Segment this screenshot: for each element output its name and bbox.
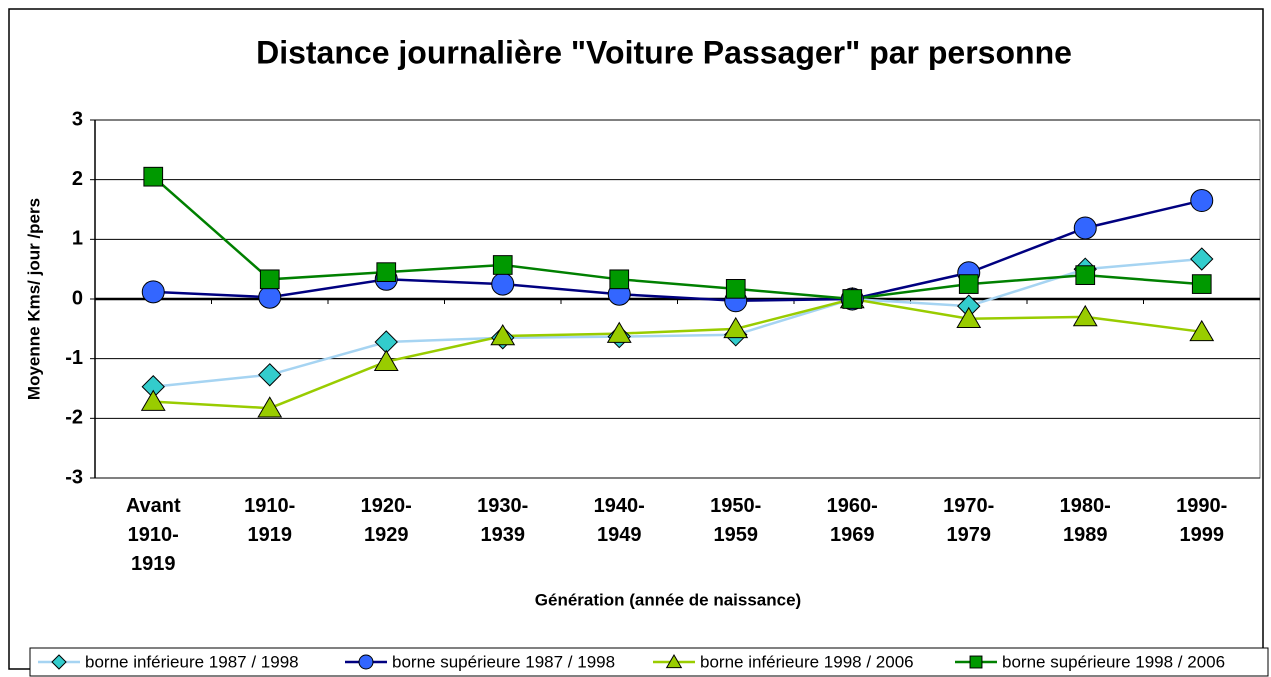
- legend-marker: [665, 654, 683, 669]
- marker: [958, 274, 979, 294]
- series-line: [153, 257, 1202, 388]
- x-axis-label: Génération (année de naissance): [535, 590, 801, 609]
- marker: [1190, 247, 1214, 271]
- x-tick-label: 1920-1929: [360, 495, 412, 546]
- chart-title: Distance journalière "Voiture Passager" …: [256, 34, 1072, 70]
- marker: [1191, 274, 1212, 294]
- marker: [257, 396, 283, 418]
- marker: [376, 262, 397, 282]
- marker: [258, 285, 282, 309]
- marker: [143, 166, 164, 187]
- marker: [956, 306, 982, 328]
- y-tick-label: 3: [72, 108, 83, 130]
- x-tick-label: 1940-1949: [593, 495, 645, 546]
- x-tick-label: 1980-1989: [1059, 495, 1111, 546]
- marker: [373, 349, 399, 371]
- marker: [140, 389, 166, 411]
- legend-label: borne supérieure 1987 / 1998: [392, 652, 615, 671]
- series-line: [152, 175, 1202, 301]
- legend-label: borne supérieure 1998 / 2006: [1002, 652, 1225, 671]
- marker: [609, 269, 630, 290]
- marker: [259, 269, 280, 290]
- legend-marker: [358, 654, 374, 670]
- marker: [606, 321, 632, 343]
- marker: [141, 280, 165, 304]
- marker: [258, 363, 282, 387]
- marker: [491, 272, 515, 296]
- y-tick-label: -2: [65, 407, 83, 429]
- marker: [725, 279, 746, 299]
- marker: [842, 289, 863, 309]
- x-tick-label: Avant 1910-1919: [125, 495, 181, 575]
- marker: [1072, 304, 1098, 327]
- marker: [1075, 265, 1096, 285]
- y-tick-label: -3: [65, 466, 83, 488]
- legend-label: borne inférieure 1998 / 2006: [700, 652, 914, 671]
- y-tick-label: 1: [72, 228, 83, 250]
- x-tick-label: 1930-1939: [477, 495, 529, 546]
- legend-box: [29, 647, 1269, 677]
- legend-label: borne inférieure 1987 / 1998: [85, 652, 299, 671]
- y-tick-label: 2: [72, 168, 83, 190]
- marker: [1190, 189, 1214, 213]
- legend-marker: [969, 655, 983, 669]
- series-line: [153, 199, 1203, 303]
- x-tick-label: 1950-1959: [710, 495, 762, 546]
- x-tick-label: 1970-1979: [943, 495, 995, 546]
- y-tick-label: 0: [72, 287, 83, 309]
- x-tick-label: 1990-1999: [1176, 495, 1228, 546]
- legend-marker: [51, 654, 67, 670]
- x-tick-label: 1910-1919: [244, 495, 296, 546]
- y-tick-label: -1: [65, 347, 83, 369]
- series-line: [153, 297, 1202, 410]
- y-axis-label: Moyenne Kms/ jour /pers: [24, 198, 43, 400]
- marker: [490, 324, 516, 346]
- marker: [1073, 216, 1097, 240]
- x-tick-label: 1960-1969: [826, 495, 878, 546]
- marker: [492, 255, 513, 275]
- marker: [723, 316, 749, 339]
- marker: [1189, 319, 1215, 342]
